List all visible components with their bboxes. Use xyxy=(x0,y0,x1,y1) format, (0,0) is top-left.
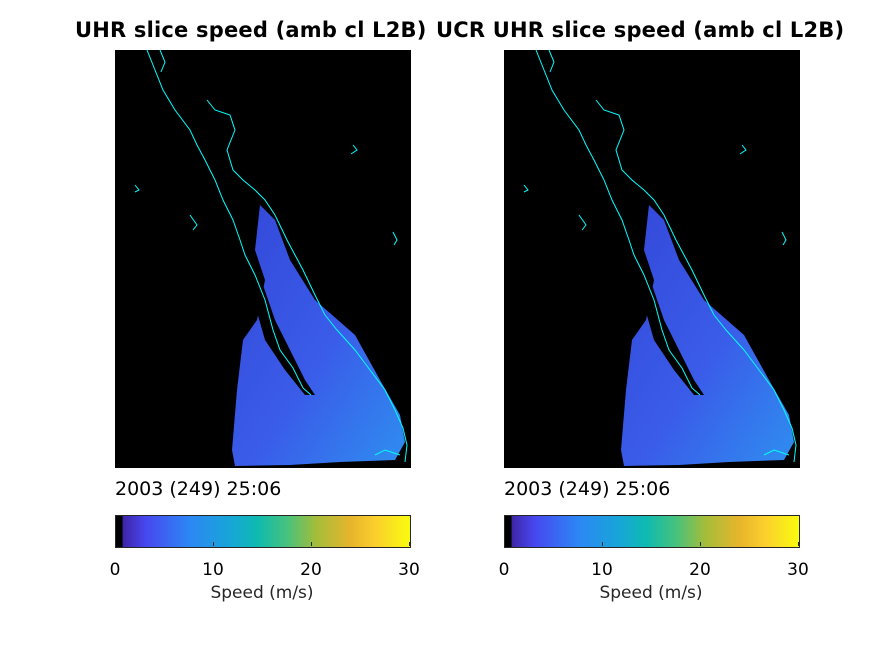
colorbar-tick: 20 xyxy=(689,560,711,580)
colorbar-label-right: Speed (m/s) xyxy=(599,583,703,603)
panel-title-right: UCR UHR slice speed (amb cl L2B) xyxy=(436,18,845,42)
coastline-mainland xyxy=(206,99,408,463)
coastline-peninsula xyxy=(535,50,701,396)
colorbar-label-left: Speed (m/s) xyxy=(210,583,314,603)
timestamp-left: 2003 (249) 25:06 xyxy=(115,478,282,500)
colorbar-tick: 0 xyxy=(109,560,121,580)
speed-map-left xyxy=(115,50,411,468)
coastline-peninsula xyxy=(146,50,312,396)
colorbar-left xyxy=(115,515,411,548)
land-mask xyxy=(644,285,704,395)
colorbar-tick: 0 xyxy=(498,560,510,580)
colorbar-tick: 20 xyxy=(300,560,322,580)
wind-swath xyxy=(232,205,405,466)
timestamp-right: 2003 (249) 25:06 xyxy=(504,478,671,500)
colorbar-right xyxy=(504,515,800,548)
colorbar-tick: 30 xyxy=(787,560,809,580)
colorbar-tick: 30 xyxy=(398,560,420,580)
panel-title-left: UHR slice speed (amb cl L2B) xyxy=(75,18,427,42)
speed-map-right xyxy=(504,50,800,468)
colorbar-tick: 10 xyxy=(202,560,224,580)
wind-swath xyxy=(621,205,794,466)
colorbar-tick: 10 xyxy=(591,560,613,580)
land-mask xyxy=(255,285,315,395)
coastline-mainland xyxy=(595,99,797,463)
